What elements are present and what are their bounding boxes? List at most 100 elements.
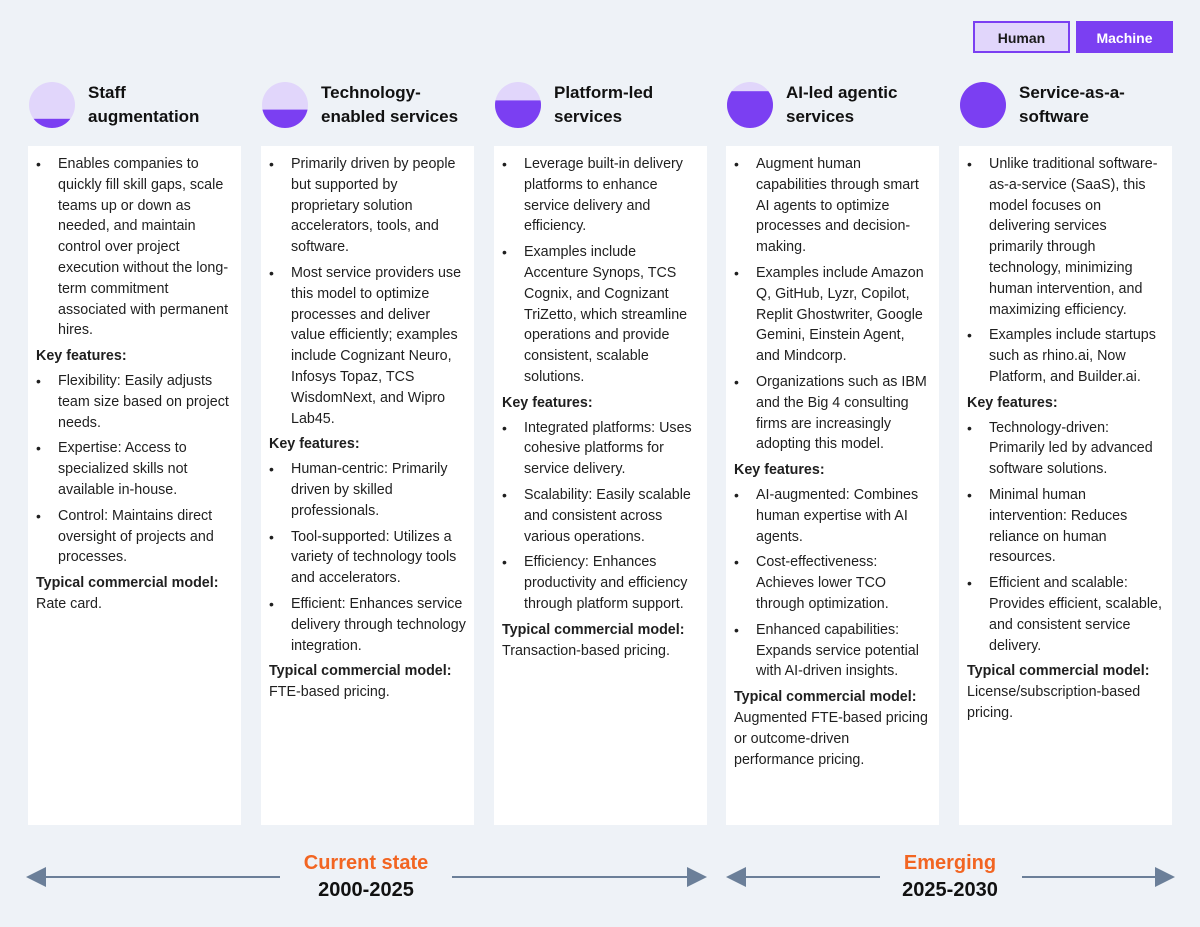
column-title-line1: Technology- [321, 83, 421, 102]
current-state-label: Current state [303, 852, 429, 874]
column-title-line1: AI-led agentic [786, 83, 898, 102]
intro-bullet: Organizations such as IBM and the Big 4 … [734, 372, 931, 455]
legend-human: Human [973, 21, 1070, 53]
column-title-line2: services [554, 107, 623, 126]
feature-bullet: Human-centric: Primarily driven by skill… [269, 459, 466, 521]
feature-bullet: Technology-driven: Primarily led by adva… [967, 418, 1164, 480]
key-features-heading: Key features: [36, 348, 127, 365]
commercial-model-label: Typical commercial model: [269, 663, 452, 680]
model-card: Leverage built-in delivery platforms to … [494, 146, 707, 825]
column-header: Service-as-a-software [959, 78, 1172, 146]
column-title-line2: enabled services [321, 107, 459, 126]
commercial-model-label: Typical commercial model: [36, 575, 219, 592]
intro-bullet: Examples include Accenture Synops, TCS C… [502, 242, 699, 388]
commercial-model: Typical commercial model: Augmented FTE-… [734, 687, 931, 770]
commercial-model-label: Typical commercial model: [734, 689, 917, 706]
intro-bullet: Examples include Amazon Q, GitHub, Lyzr,… [734, 263, 931, 367]
human-machine-share-icon [29, 82, 75, 128]
key-features-heading: Key features: [269, 436, 360, 453]
commercial-model-value: Rate card. [36, 595, 102, 612]
commercial-model-value: Augmented FTE-based pricing or outcome-d… [734, 709, 928, 768]
feature-bullet: Minimal human intervention: Reduces reli… [967, 485, 1164, 568]
human-machine-share-icon [960, 82, 1006, 128]
column-title-line2: augmentation [88, 107, 200, 126]
feature-bullet: Flexibility: Easily adjusts team size ba… [36, 371, 233, 433]
feature-bullet: Efficiency: Enhances productivity and ef… [502, 552, 699, 614]
human-machine-share-icon [495, 82, 541, 128]
features-list: Human-centric: Primarily driven by skill… [269, 459, 466, 656]
commercial-model: Typical commercial model: Rate card. [36, 573, 233, 615]
model-card: Unlike traditional software-as-a-service… [959, 146, 1172, 825]
commercial-model-value: Transaction-based pricing. [502, 642, 670, 659]
model-card: Augment human capabilities through smart… [726, 146, 939, 825]
column-title: Service-as-a-software [1019, 81, 1125, 129]
column-title-line1: Platform-led [554, 83, 654, 102]
feature-bullet: Tool-supported: Utilizes a variety of te… [269, 527, 466, 589]
column-title: AI-led agentic services [786, 81, 897, 129]
intro-list: Leverage built-in delivery platforms to … [502, 154, 699, 388]
key-features-heading: Key features: [734, 462, 825, 479]
intro-bullet: Augment human capabilities through smart… [734, 154, 931, 258]
current-state-years: 2000-2025 [318, 879, 414, 901]
model-card: Enables companies to quickly fill skill … [28, 146, 241, 825]
column-header: AI-led agentic services [726, 78, 939, 146]
intro-list: Enables companies to quickly fill skill … [36, 154, 233, 341]
model-column-2: Platform-led services Leverage built-in de… [494, 78, 707, 825]
timeline-current: Current state 2000-2025 [286, 850, 446, 904]
feature-bullet: Efficient: Enhances service delivery thr… [269, 594, 466, 656]
model-card: Primarily driven by people but supported… [261, 146, 474, 825]
intro-bullet: Examples include startups such as rhino.… [967, 325, 1164, 387]
model-column-3: AI-led agentic services Augment human capa… [726, 78, 939, 825]
column-title-line1: Staff [88, 83, 126, 102]
intro-bullet: Most service providers use this model to… [269, 263, 466, 429]
feature-bullet: Cost-effectiveness: Achieves lower TCO t… [734, 552, 931, 614]
features-list: Technology-driven: Primarily led by adva… [967, 418, 1164, 657]
intro-bullet: Unlike traditional software-as-a-service… [967, 154, 1164, 320]
commercial-model: Typical commercial model: Transaction-ba… [502, 620, 699, 662]
emerging-label: Emerging [903, 852, 997, 874]
feature-bullet: AI-augmented: Combines human expertise w… [734, 485, 931, 547]
commercial-model-value: License/subscription-based pricing. [967, 684, 1141, 721]
column-title: Platform-led services [554, 81, 653, 129]
feature-bullet: Expertise: Access to specialized skills … [36, 438, 233, 500]
column-title-line2: services [786, 107, 855, 126]
intro-list: Primarily driven by people but supported… [269, 154, 466, 429]
feature-bullet: Integrated platforms: Uses cohesive plat… [502, 418, 699, 480]
feature-bullet: Enhanced capabilities: Expands service p… [734, 620, 931, 682]
human-machine-share-icon [262, 82, 308, 128]
model-column-4: Service-as-a-software Unlike traditional … [959, 78, 1172, 825]
intro-bullet: Primarily driven by people but supported… [269, 154, 466, 258]
intro-bullet: Leverage built-in delivery platforms to … [502, 154, 699, 237]
column-title: Technology-enabled services [321, 81, 458, 129]
timeline-emerging: Emerging 2025-2030 [880, 850, 1020, 904]
features-list: AI-augmented: Combines human expertise w… [734, 485, 931, 682]
column-title: Staff augmentation [88, 81, 199, 129]
intro-list: Augment human capabilities through smart… [734, 154, 931, 455]
model-column-1: Technology-enabled services Primarily dri… [261, 78, 474, 825]
commercial-model-value: FTE-based pricing. [269, 684, 390, 701]
human-machine-share-icon [727, 82, 773, 128]
model-column-0: Staff augmentation Enables companies to qu… [28, 78, 241, 825]
key-features-heading: Key features: [502, 394, 593, 411]
column-header: Technology-enabled services [261, 78, 474, 146]
column-title-line2: software [1019, 107, 1089, 126]
feature-bullet: Efficient and scalable: Provides efficie… [967, 573, 1164, 656]
column-header: Platform-led services [494, 78, 707, 146]
commercial-model-label: Typical commercial model: [502, 621, 685, 638]
legend-machine: Machine [1076, 21, 1173, 53]
intro-list: Unlike traditional software-as-a-service… [967, 154, 1164, 388]
commercial-model: Typical commercial model: FTE-based pric… [269, 661, 466, 703]
commercial-model: Typical commercial model: License/subscr… [967, 661, 1164, 723]
emerging-years: 2025-2030 [902, 879, 998, 901]
legend: Human Machine [973, 21, 1173, 53]
intro-bullet: Enables companies to quickly fill skill … [36, 154, 233, 341]
column-header: Staff augmentation [28, 78, 241, 146]
features-list: Integrated platforms: Uses cohesive plat… [502, 418, 699, 615]
key-features-heading: Key features: [967, 394, 1058, 411]
feature-bullet: Scalability: Easily scalable and consist… [502, 485, 699, 547]
commercial-model-label: Typical commercial model: [967, 663, 1150, 680]
column-title-line1: Service-as-a- [1019, 83, 1125, 102]
feature-bullet: Control: Maintains direct oversight of p… [36, 506, 233, 568]
features-list: Flexibility: Easily adjusts team size ba… [36, 371, 233, 568]
